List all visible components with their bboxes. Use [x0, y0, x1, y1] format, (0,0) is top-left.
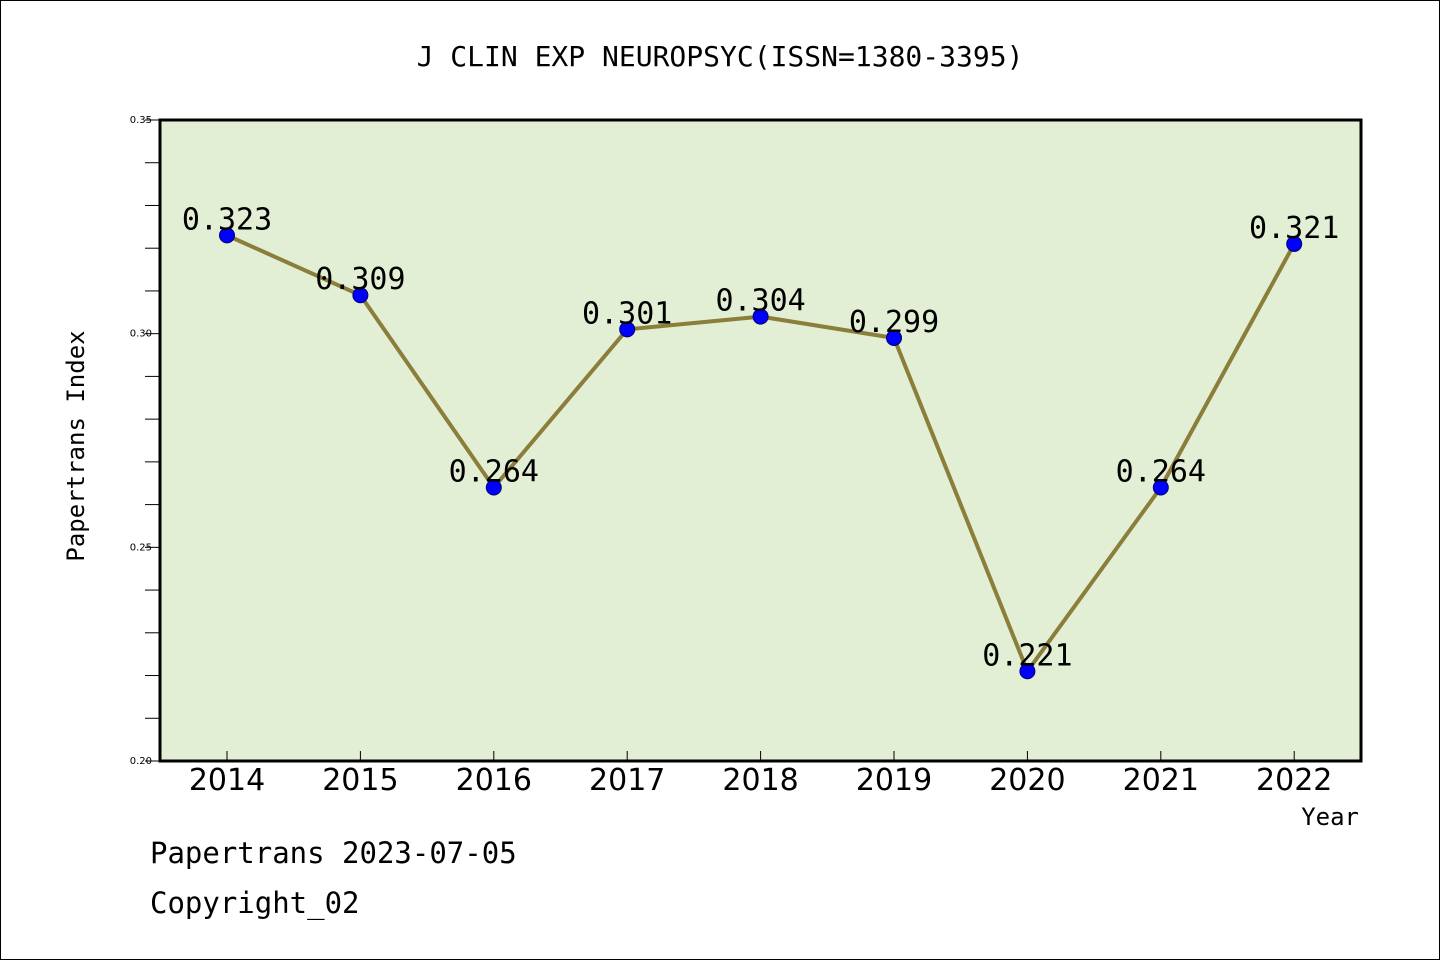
x-axis: 2014 2015 2016 2017 2018 2019 2020 2021 2022	[189, 751, 1332, 798]
data-label: 0.264	[449, 455, 539, 490]
plot-border	[158, 118, 1363, 763]
footer-date: Papertrans 2023-07-05	[150, 836, 517, 870]
x-tick-label: 2020	[989, 763, 1065, 798]
y-tick-label: 0.35	[130, 115, 152, 126]
data-point	[219, 227, 235, 244]
y-tick-label: 0.20	[130, 756, 152, 767]
x-tick-label: 2017	[589, 763, 665, 798]
x-tick-label: 2014	[189, 763, 265, 798]
data-label: 0.323	[182, 202, 272, 237]
data-label: 0.264	[1116, 455, 1206, 490]
y-axis: 0.20 0.25 0.30 0.35	[130, 115, 160, 767]
data-point	[1286, 235, 1303, 252]
footer-copyright: Copyright_02	[150, 886, 360, 920]
data-point	[1019, 663, 1036, 680]
data-point	[619, 321, 636, 338]
data-label: 0.221	[982, 638, 1072, 673]
y-tick-label: 0.30	[130, 329, 152, 340]
data-markers	[219, 227, 1303, 680]
data-point	[752, 308, 769, 325]
x-tick-label: 2021	[1123, 763, 1199, 798]
data-point	[352, 287, 369, 304]
data-point	[485, 479, 502, 496]
data-label: 0.321	[1249, 211, 1339, 246]
y-axis-label: Papertrans Index	[62, 330, 90, 561]
x-tick-label: 2015	[322, 763, 398, 798]
data-label: 0.301	[582, 296, 672, 331]
x-tick-label: 2019	[856, 763, 932, 798]
x-tick-label: 2016	[456, 763, 532, 798]
plot-area	[160, 120, 1361, 761]
chart-title: J CLIN EXP NEUROPSYC(ISSN=1380-3395)	[417, 40, 1024, 73]
data-point	[1152, 479, 1169, 496]
x-tick-label: 2022	[1256, 763, 1332, 798]
x-axis-label: Year	[1301, 803, 1359, 831]
data-label: 0.304	[715, 284, 805, 319]
data-label: 0.299	[849, 305, 939, 340]
data-label: 0.309	[315, 262, 405, 297]
data-point	[886, 329, 902, 346]
y-tick-label: 0.25	[130, 542, 152, 553]
data-labels: 0.323 0.309 0.264 0.301 0.304 0.299 0.221 0.264…	[182, 202, 1340, 673]
x-tick-label: 2018	[722, 763, 798, 798]
